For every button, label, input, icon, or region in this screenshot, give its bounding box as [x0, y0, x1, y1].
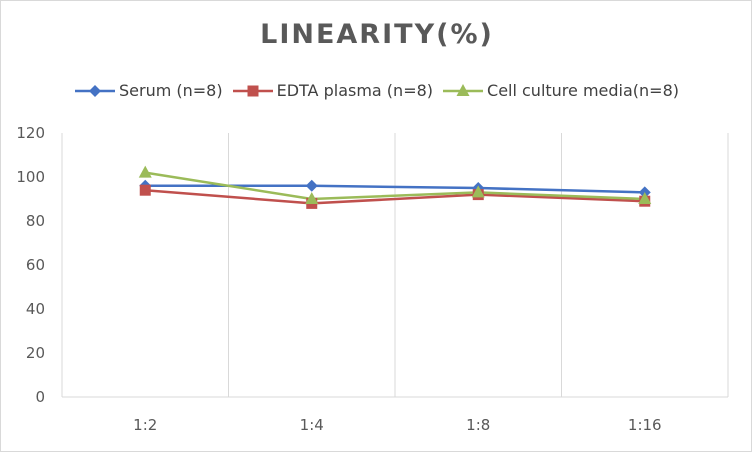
y-tick-label: 40 [26, 300, 45, 318]
x-tick-label: 1:2 [133, 416, 157, 434]
series-line-2 [145, 171, 645, 201]
data-point-0 [305, 179, 318, 192]
x-tick-label: 1:4 [300, 416, 324, 434]
x-tick-label: 1:16 [628, 416, 662, 434]
data-point-2 [305, 192, 319, 204]
y-tick-label: 100 [16, 168, 45, 186]
legend-swatch [74, 84, 115, 97]
legend-swatch [232, 85, 273, 96]
legend-item: Cell culture media(n=8) [443, 81, 679, 100]
legend-label: EDTA plasma (n=8) [276, 81, 434, 100]
legend-swatch [443, 83, 484, 96]
y-tick-label: 60 [26, 256, 45, 274]
legend-item: Serum (n=8) [74, 81, 223, 100]
legend-swatch-marker [456, 83, 470, 96]
data-point-2 [138, 165, 152, 178]
legend-swatch-marker [247, 85, 259, 96]
legend: Serum (n=8) EDTA plasma (n=8) Cell culture… [1, 81, 752, 100]
y-tick-label: 20 [26, 344, 45, 362]
data-point-1 [139, 184, 151, 196]
chart-title: LINEARITY(%) [260, 19, 494, 50]
y-tick-label: 80 [26, 212, 45, 230]
y-tick-label: 0 [35, 388, 45, 406]
legend-swatch-marker [88, 84, 101, 97]
data-point-2 [471, 185, 485, 198]
legend-label: Cell culture media(n=8) [487, 81, 680, 100]
data-point-2 [638, 192, 652, 204]
y-tick-label: 120 [16, 124, 45, 142]
legend-label: Serum (n=8) [118, 81, 223, 100]
series-line-1 [145, 188, 645, 205]
x-tick-label: 1:8 [466, 416, 490, 434]
legend-item: EDTA plasma (n=8) [232, 81, 434, 100]
